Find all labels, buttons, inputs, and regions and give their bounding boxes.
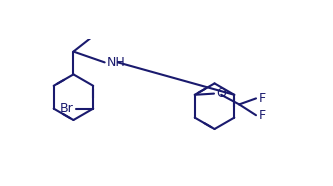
Text: Br: Br	[60, 102, 74, 115]
Text: O: O	[216, 87, 226, 100]
Text: F: F	[258, 92, 265, 105]
Text: NH: NH	[107, 56, 125, 69]
Text: F: F	[258, 109, 265, 122]
